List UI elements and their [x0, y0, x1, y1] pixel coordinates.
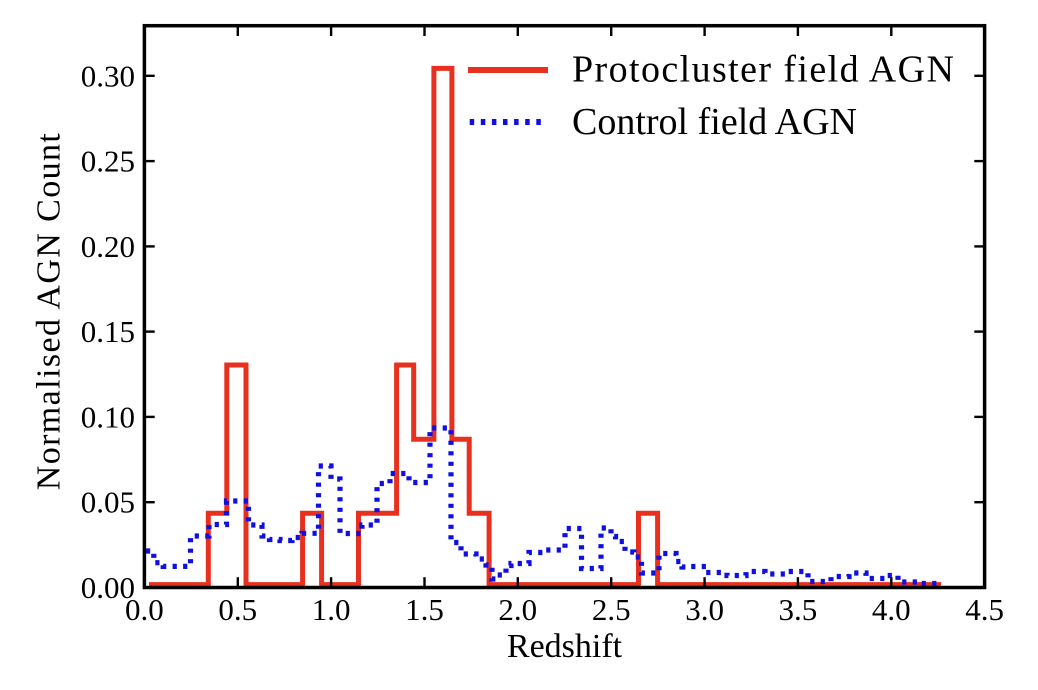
svg-text:4.0: 4.0: [872, 592, 911, 627]
svg-text:0.10: 0.10: [81, 399, 135, 434]
svg-text:Normalised AGN Count: Normalised AGN Count: [31, 132, 68, 491]
svg-text:0.0: 0.0: [125, 592, 164, 627]
svg-text:Protocluster field AGN: Protocluster field AGN: [572, 49, 955, 91]
svg-text:0.05: 0.05: [81, 485, 135, 520]
svg-text:0.00: 0.00: [81, 570, 135, 605]
svg-text:0.15: 0.15: [81, 314, 135, 349]
svg-text:3.5: 3.5: [779, 592, 818, 627]
svg-text:3.0: 3.0: [685, 592, 724, 627]
svg-text:0.25: 0.25: [81, 144, 135, 179]
svg-text:Redshift: Redshift: [507, 628, 623, 665]
svg-text:2.0: 2.0: [498, 592, 537, 627]
svg-text:2.5: 2.5: [592, 592, 631, 627]
svg-text:1.0: 1.0: [312, 592, 351, 627]
svg-text:0.5: 0.5: [218, 592, 257, 627]
svg-text:Control field AGN: Control field AGN: [572, 101, 857, 143]
svg-text:0.30: 0.30: [81, 58, 135, 93]
svg-text:1.5: 1.5: [405, 592, 444, 627]
svg-text:0.20: 0.20: [81, 229, 135, 264]
svg-text:4.5: 4.5: [965, 592, 1004, 627]
